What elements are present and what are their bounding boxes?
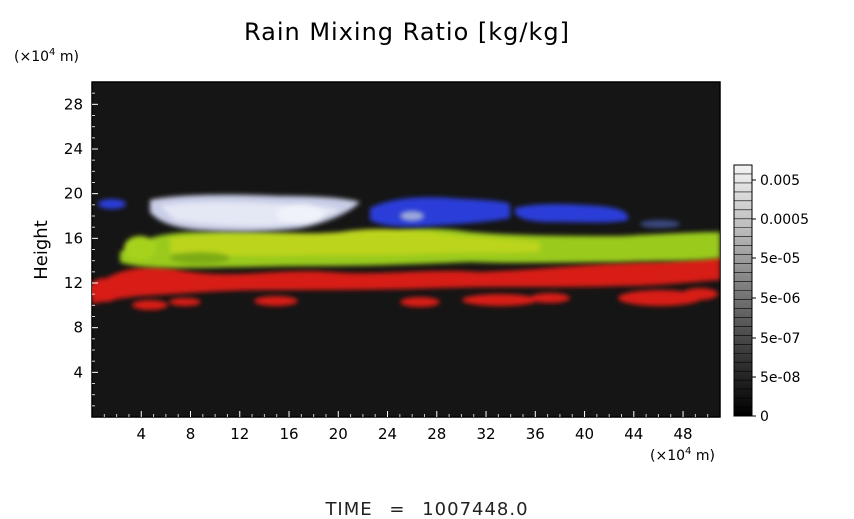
y-tick-label: 12 — [64, 274, 83, 292]
x-tick-label: 24 — [378, 425, 397, 443]
y-unit-exp: 4 — [49, 47, 55, 58]
x-tick-label: 20 — [329, 425, 348, 443]
x-tick-label: 40 — [575, 425, 594, 443]
colorbar-label: 5e-05 — [760, 251, 800, 267]
colorbar: 0.005 0.0005 5e-05 5e-06 5e-07 5e-08 0 — [733, 164, 809, 425]
y-unit-prefix: (×10 — [14, 49, 49, 65]
layer-white — [150, 194, 424, 232]
time-readout: TIME = 1007448.0 — [324, 499, 528, 519]
colorbar-label: 0.0005 — [760, 212, 809, 228]
x-unit-prefix: (×10 — [650, 448, 685, 464]
x-tick-label: 28 — [427, 425, 446, 443]
layer-yellow-green — [120, 228, 720, 268]
y-unit-suffix: m) — [55, 49, 79, 65]
y-tick-label: 8 — [73, 319, 83, 337]
time-eq: = — [389, 499, 405, 519]
colorbar-label: 0.005 — [760, 173, 800, 189]
y-tick-label: 24 — [64, 140, 83, 158]
x-tick-label: 36 — [526, 425, 545, 443]
x-tick-label: 32 — [476, 425, 495, 443]
y-axis: 4 8 12 16 20 24 28 — [64, 92, 98, 407]
y-tick-label: 20 — [64, 185, 83, 203]
colorbar-label: 5e-07 — [760, 331, 800, 347]
chart-title: Rain Mixing Ratio [kg/kg] — [244, 18, 570, 46]
layer-red — [92, 256, 720, 310]
x-tick-label: 16 — [279, 425, 298, 443]
colorbar-label: 5e-06 — [760, 291, 800, 307]
time-label: TIME — [324, 499, 372, 519]
x-unit-suffix: m) — [691, 448, 715, 464]
colorbar-bands — [734, 173, 752, 408]
colorbar-labels: 0.005 0.0005 5e-05 5e-06 5e-07 5e-08 0 — [752, 173, 809, 425]
y-tick-label: 4 — [73, 363, 83, 381]
y-tick-label: 16 — [64, 229, 83, 247]
x-axis: 4 8 12 16 20 24 28 32 36 40 44 48 — [103, 411, 709, 443]
colorbar-label: 5e-08 — [760, 370, 800, 386]
colorbar-label: 0 — [760, 409, 769, 425]
y-axis-label: Height — [31, 220, 52, 280]
y-unit-label: (×104 m) — [14, 47, 79, 65]
x-tick-label: 4 — [136, 425, 146, 443]
rain-field — [92, 194, 720, 310]
x-tick-label: 48 — [674, 425, 693, 443]
x-tick-label: 8 — [186, 425, 196, 443]
x-unit-exp: 4 — [685, 446, 691, 457]
y-tick-label: 28 — [64, 95, 83, 113]
time-value: 1007448.0 — [422, 499, 528, 519]
x-tick-label: 12 — [230, 425, 249, 443]
x-unit-label: (×104 m) — [650, 446, 715, 464]
x-tick-label: 44 — [624, 425, 643, 443]
